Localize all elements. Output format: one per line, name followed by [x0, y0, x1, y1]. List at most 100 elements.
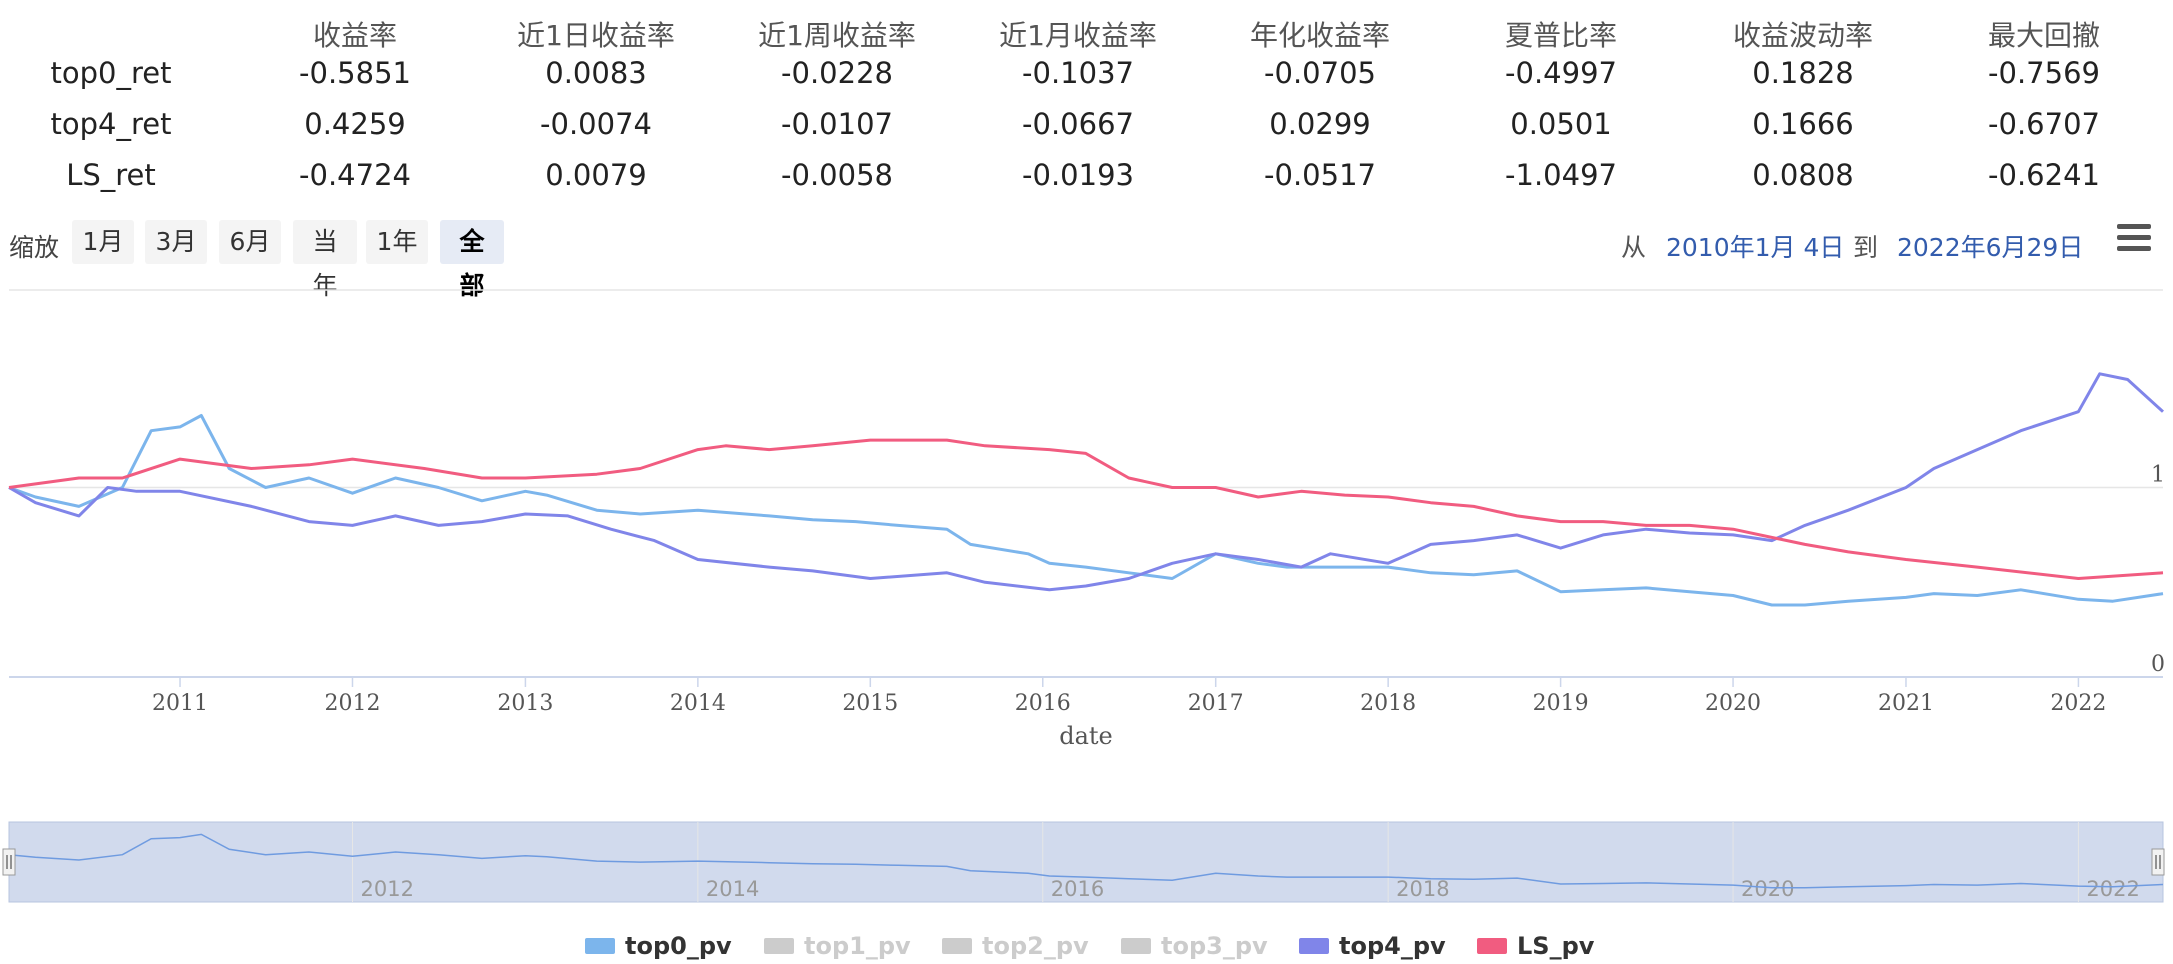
zoom-ytd-button[interactable]: 当年 [293, 220, 357, 300]
y-axis-ticks: 01 [2151, 463, 2165, 678]
zoom-3m-button[interactable]: 3月 [145, 220, 207, 264]
table-cell: 0.0299 [1269, 107, 1371, 141]
table-cell: 0.1828 [1752, 56, 1854, 90]
table-cell: -1.0497 [1505, 158, 1617, 192]
col-header-1d-return: 近1日收益率 [517, 19, 675, 52]
x-tick-label: 2022 [2050, 691, 2106, 716]
legend-item-top1[interactable]: top1_pv [764, 932, 911, 962]
zoom-6m-button[interactable]: 6月 [219, 220, 281, 264]
table-cell: -0.7569 [1988, 56, 2100, 90]
y-tick-label: 1 [2151, 463, 2165, 488]
x-tick-label: 2018 [1360, 691, 1416, 716]
legend-item-ls[interactable]: LS_pv [1477, 932, 1594, 962]
table-cell: -0.5851 [299, 56, 411, 90]
navigator-grid: 2012 2014 2016 2018 2020 2022 [351, 822, 2140, 902]
table-cell: 0.1666 [1752, 107, 1854, 141]
navigator[interactable]: 2012 2014 2016 2018 2020 2022 [0, 818, 2173, 908]
y-tick-label: 0 [2151, 652, 2165, 677]
col-header-volatility: 收益波动率 [1732, 19, 1874, 52]
table-cell: -0.0705 [1264, 56, 1376, 90]
navigator-selected-range[interactable] [8, 821, 2164, 903]
x-tick-label: 2019 [1533, 691, 1589, 716]
navigator-label: 2016 [1051, 877, 1104, 901]
x-axis-ticks: 2011 2012 2013 2014 2015 2016 2017 2018 2019 2020… [152, 677, 2106, 716]
hamburger-menu-icon[interactable] [2117, 224, 2151, 256]
table-cell: -0.6707 [1988, 107, 2100, 141]
table-cell: -0.1037 [1022, 56, 1134, 90]
series-line-LS_pv[interactable] [8, 438, 2164, 580]
row-label-ls: LS_ret [66, 158, 156, 192]
table-cell: 0.0808 [1752, 158, 1854, 192]
zoom-1y-button[interactable]: 1年 [366, 220, 428, 264]
x-tick-label: 2011 [152, 691, 208, 716]
table-cell: -0.0058 [781, 158, 893, 192]
series-line-top0_pv[interactable] [8, 414, 2164, 607]
legend-item-top3[interactable]: top3_pv [1121, 932, 1268, 962]
zoom-label: 缩放 [9, 233, 60, 262]
navigator-label: 2014 [706, 877, 759, 901]
table-cell: -0.0228 [781, 56, 893, 90]
legend-label: top1_pv [804, 932, 911, 960]
x-tick-label: 2014 [670, 691, 726, 716]
table-cell: -0.0107 [781, 107, 893, 141]
col-header-1m-return: 近1月收益率 [999, 19, 1157, 52]
col-header-return: 收益率 [312, 19, 398, 52]
x-tick-label: 2015 [842, 691, 898, 716]
navigator-series [8, 833, 2164, 889]
navigator-label: 2020 [1741, 877, 1794, 901]
x-tick-label: 2017 [1188, 691, 1244, 716]
navigator-left-handle[interactable] [2, 848, 16, 876]
x-tick-label: 2016 [1015, 691, 1071, 716]
legend-item-top4[interactable]: top4_pv [1299, 932, 1446, 962]
table-cell: -0.0667 [1022, 107, 1134, 141]
row-label-top4: top4_ret [50, 107, 172, 141]
table-cell: -0.0517 [1264, 158, 1376, 192]
col-header-annual-return: 年化收益率 [1249, 19, 1391, 52]
zoom-1m-button[interactable]: 1月 [72, 220, 134, 264]
main-chart: 2011 2012 2013 2014 2015 2016 2017 2018 2019 2020… [8, 289, 2165, 750]
range-from-label: 从 [1621, 233, 1647, 262]
series-lines [8, 372, 2165, 607]
legend-swatch [585, 938, 615, 954]
navigator-right-handle[interactable] [2151, 848, 2165, 876]
navigator-label: 2012 [360, 877, 413, 901]
table-cell: -0.6241 [1988, 158, 2100, 192]
x-tick-label: 2020 [1705, 691, 1761, 716]
legend-label: LS_pv [1517, 932, 1595, 960]
legend-item-top0[interactable]: top0_pv [585, 932, 732, 962]
x-axis-label: date [1059, 722, 1113, 750]
legend-swatch [764, 938, 794, 954]
col-header-max-drawdown: 最大回撤 [1987, 19, 2101, 52]
navigator-label: 2022 [2086, 877, 2139, 901]
navigator-label: 2018 [1396, 877, 1449, 901]
col-header-sharpe: 夏普比率 [1504, 19, 1618, 52]
x-tick-label: 2012 [324, 691, 380, 716]
legend-swatch [942, 938, 972, 954]
row-label-top0: top0_ret [50, 56, 172, 90]
zoom-all-button[interactable]: 全部 [440, 220, 504, 300]
table-cell: -0.0074 [540, 107, 652, 141]
stats-table: 收益率 近1日收益率 近1周收益率 近1月收益率 年化收益率 夏普比率 收益波动… [0, 0, 2173, 192]
legend-label: top3_pv [1161, 932, 1268, 960]
range-to-date[interactable]: 2022年6月29日 [1897, 233, 2084, 262]
table-cell: 0.0083 [545, 56, 647, 90]
range-from-date[interactable]: 2010年1月 4日 [1666, 233, 1845, 262]
x-tick-label: 2021 [1878, 691, 1934, 716]
x-tick-label: 2013 [497, 691, 553, 716]
series-line-top4_pv[interactable] [8, 372, 2165, 592]
legend-label: top2_pv [982, 932, 1089, 960]
legend-label: top0_pv [625, 932, 732, 960]
legend-label: top4_pv [1339, 932, 1446, 960]
legend-swatch [1477, 938, 1507, 954]
table-cell: 0.0079 [545, 158, 647, 192]
table-cell: -0.4724 [299, 158, 411, 192]
legend-swatch [1121, 938, 1151, 954]
table-cell: 0.4259 [304, 107, 406, 141]
table-cell: 0.0501 [1510, 107, 1612, 141]
col-header-1w-return: 近1周收益率 [758, 19, 916, 52]
range-selector: 缩放 1月 3月 6月 当年 1年 全部 从 2010年1月 4日 到 2022… [0, 214, 2173, 300]
legend-item-top2[interactable]: top2_pv [942, 932, 1089, 962]
table-cell: -0.0193 [1022, 158, 1134, 192]
table-cell: -0.4997 [1505, 56, 1617, 90]
range-to-label: 到 [1853, 233, 1879, 262]
